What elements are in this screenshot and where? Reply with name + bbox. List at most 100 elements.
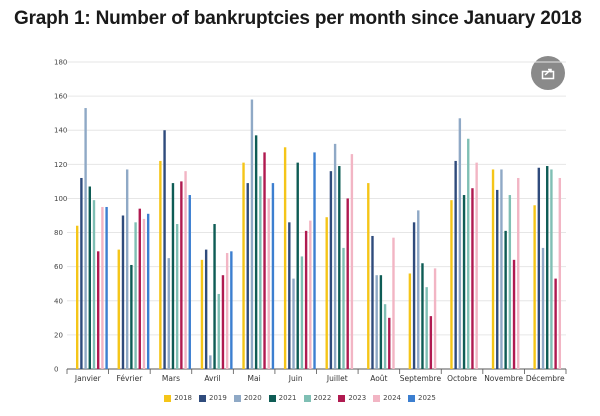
legend-swatch <box>303 394 311 402</box>
chart-legend: 2018 2019 2020 2021 2022 2023 2024 2025 <box>0 394 600 402</box>
bar-2023-Mars <box>180 181 183 369</box>
bar-2019-Mai <box>246 183 249 369</box>
legend-swatch <box>268 394 276 402</box>
bar-2023-Décembre <box>554 278 557 369</box>
bar-2023-Juin <box>304 230 308 369</box>
legend-item-2024[interactable]: 2024 <box>373 394 401 402</box>
y-tick-label: 120 <box>54 161 67 169</box>
bar-2024-Février <box>142 218 146 369</box>
bar-2021-Juin <box>296 162 299 369</box>
bar-2020-Février <box>125 169 129 369</box>
bar-2018-Mars <box>159 160 162 369</box>
bar-2023-Octobre <box>471 188 474 369</box>
bar-2021-Mars <box>171 183 175 369</box>
bar-2022-Février <box>134 222 137 369</box>
bar-2023-Août <box>388 317 391 369</box>
bar-2021-Août <box>379 275 383 369</box>
legend-label: 2020 <box>243 394 262 402</box>
bar-2021-Novembre <box>504 230 507 369</box>
bar-2024-Avril <box>225 253 229 369</box>
x-tick-label: Avril <box>204 374 220 383</box>
bar-2018-Septembre <box>408 273 412 369</box>
bar-2023-Mai <box>263 152 266 369</box>
x-tick-label: Novembre <box>484 374 523 383</box>
x-tick-label: Décembre <box>526 374 565 383</box>
bar-chart: 0 20 40 60 80 100 120 140 160 180 Janvier Février Ma… <box>54 59 567 383</box>
y-tick-label: 160 <box>54 93 67 101</box>
legend-label: 2024 <box>383 394 401 402</box>
x-tick-label: Février <box>116 374 143 383</box>
legend-item-2023[interactable]: 2023 <box>338 394 366 402</box>
bar-2022-Août <box>383 304 387 369</box>
bar-2018-Avril <box>200 259 204 369</box>
bar-2019-Novembre <box>496 189 499 369</box>
legend-swatch <box>199 394 207 402</box>
share-icon <box>541 68 555 80</box>
bar-2024-Décembre <box>558 177 562 369</box>
bar-2019-Mars <box>163 130 166 369</box>
legend-item-2021[interactable]: 2021 <box>268 394 297 402</box>
bar-2020-Juin <box>292 278 295 369</box>
bar-2018-Juillet <box>325 217 328 369</box>
legend-swatch <box>164 394 172 402</box>
bar-2024-Mars <box>184 171 187 369</box>
bar-2022-Juin <box>300 256 304 369</box>
x-tick-label: Juin <box>288 374 303 383</box>
bar-2023-Juillet <box>346 198 349 369</box>
bar-2024-Octobre <box>475 162 478 369</box>
bar-2022-Septembre <box>425 287 428 369</box>
bar-2020-Novembre <box>500 169 503 369</box>
legend-swatch <box>233 394 241 402</box>
bar-2024-Mai <box>267 198 270 369</box>
bar-2022-Avril <box>217 293 220 369</box>
bar-2024-Janvier <box>101 206 104 369</box>
bar-2022-Juillet <box>342 247 345 369</box>
bar-2024-Août <box>392 237 395 369</box>
legend-item-2018[interactable]: 2018 <box>164 394 192 402</box>
bar-2024-Juillet <box>350 154 354 369</box>
bar-2023-Septembre <box>429 316 433 369</box>
bar-2023-Janvier <box>97 251 100 369</box>
bar-2025-Février <box>146 213 150 369</box>
legend-swatch <box>338 394 346 402</box>
bar-2019-Décembre <box>537 167 541 369</box>
bar-2018-Octobre <box>450 200 453 369</box>
bar-2024-Septembre <box>433 268 437 369</box>
y-tick-label: 100 <box>54 195 67 203</box>
bar-2023-Novembre <box>512 259 516 369</box>
bar-2020-Mai <box>250 99 254 370</box>
legend-swatch <box>407 394 415 402</box>
bar-2021-Mai <box>254 135 258 369</box>
x-tick-label: Janvier <box>74 374 102 383</box>
bar-2019-Septembre <box>412 222 416 369</box>
bar-2022-Novembre <box>508 195 512 369</box>
legend-item-2025[interactable]: 2025 <box>407 394 436 402</box>
bar-2020-Octobre <box>458 118 462 370</box>
legend-label: 2018 <box>174 394 193 402</box>
bar-2018-Mai <box>242 162 245 369</box>
bar-2021-Septembre <box>421 263 424 369</box>
bar-2022-Mai <box>259 176 262 369</box>
y-tick-label: 20 <box>54 331 63 339</box>
x-tick-label: Septembre <box>400 374 442 383</box>
bar-2022-Janvier <box>92 200 96 369</box>
bar-2020-Septembre <box>417 210 420 369</box>
legend-swatch <box>373 394 381 402</box>
bar-2018-Juin <box>283 147 287 369</box>
bar-2025-Mai <box>271 183 275 369</box>
legend-item-2019[interactable]: 2019 <box>199 394 227 402</box>
y-tick-label: 60 <box>54 263 63 271</box>
y-tick-label: 140 <box>54 127 67 135</box>
bar-2018-Février <box>117 249 120 369</box>
legend-item-2022[interactable]: 2022 <box>303 394 331 402</box>
bar-2020-Mars <box>167 258 170 369</box>
y-tick-label: 80 <box>54 229 63 237</box>
x-tick-label: Mars <box>162 374 180 383</box>
bar-2021-Février <box>130 264 133 369</box>
bar-2019-Février <box>121 215 125 369</box>
bar-2021-Janvier <box>88 186 91 369</box>
legend-item-2020[interactable]: 2020 <box>233 394 262 402</box>
bar-2018-Août <box>367 183 370 369</box>
x-tick-label: Mai <box>248 374 261 383</box>
bar-2019-Janvier <box>80 177 83 369</box>
